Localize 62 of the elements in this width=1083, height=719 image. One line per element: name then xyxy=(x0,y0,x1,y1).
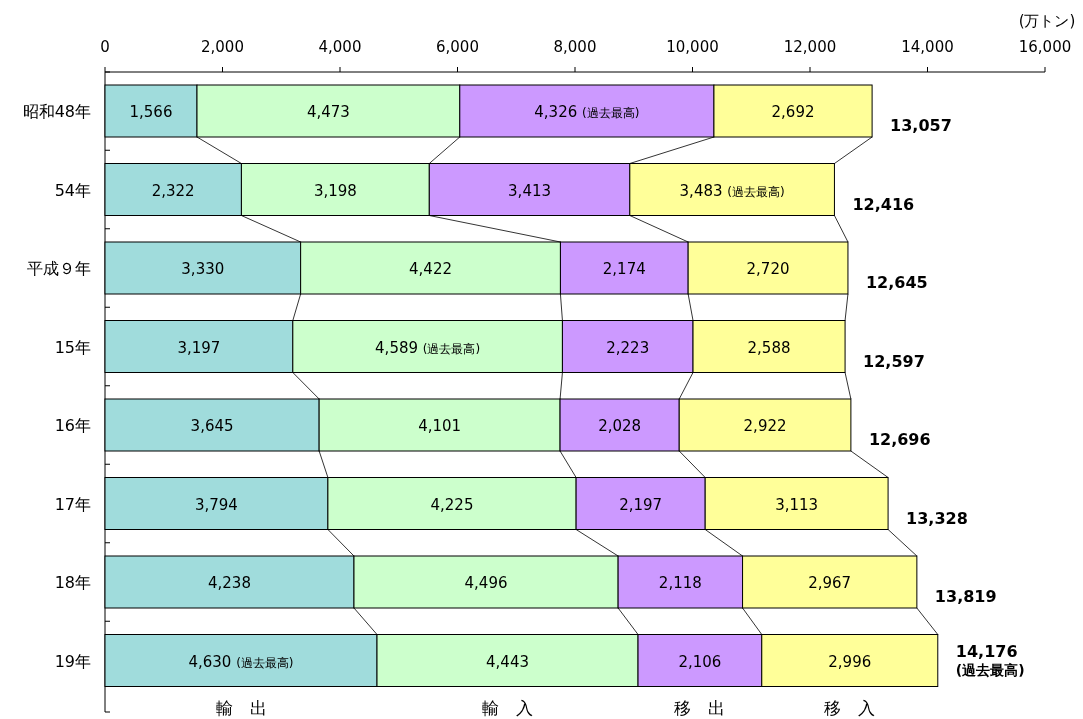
data-label: 2,720 xyxy=(746,260,790,278)
total-label: 14,176 (過去最高) xyxy=(955,641,1025,678)
total-label: 13,057 xyxy=(890,116,952,135)
series-label: 輸 入 xyxy=(482,698,534,718)
data-label: 2,106 xyxy=(678,652,722,671)
series-label: 移 入 xyxy=(824,698,876,718)
data-label: 4,225 xyxy=(430,495,474,514)
total-label: 12,696 xyxy=(868,430,931,449)
series-label: 輸 出 xyxy=(215,698,267,718)
data-label: 2,322 xyxy=(151,181,195,200)
data-label: 4,496 xyxy=(464,574,508,592)
data-label: 2,223 xyxy=(606,338,650,357)
x-tick-label: 12,000 xyxy=(783,38,837,56)
series-label: 移 出 xyxy=(674,698,726,718)
data-label: 3,483 (過去最高) xyxy=(679,181,785,200)
total-label: 12,416 xyxy=(852,194,915,214)
y-tick-label: 18年 xyxy=(54,573,91,592)
total-label: 12,645 xyxy=(865,273,928,292)
total-label: 13,328 xyxy=(906,508,968,528)
data-label: 4,630 (過去最高) xyxy=(188,652,294,671)
data-label: 2,922 xyxy=(743,417,787,435)
data-label: 2,118 xyxy=(658,574,702,592)
data-label: 2,197 xyxy=(619,495,663,514)
data-label: 4,422 xyxy=(409,260,453,278)
data-label: 3,794 xyxy=(194,495,238,514)
data-label: 3,645 xyxy=(190,417,234,435)
data-label: 3,330 xyxy=(181,260,225,278)
data-label: 3,198 xyxy=(313,181,357,200)
x-tick-label: 4,000 xyxy=(318,38,362,56)
y-tick-label: 15年 xyxy=(54,337,91,357)
data-label: 4,101 xyxy=(418,417,462,435)
total-label: 13,819 xyxy=(934,587,997,606)
data-label: 3,413 xyxy=(508,181,552,200)
data-label: 4,473 xyxy=(306,103,350,121)
data-label: 2,996 xyxy=(828,652,872,671)
y-tick-label: 17年 xyxy=(54,494,91,514)
y-tick-label: 平成９年 xyxy=(27,259,91,278)
x-tick-label: 10,000 xyxy=(666,38,719,56)
x-axis-title: (万トン) xyxy=(1018,12,1076,30)
y-tick-label: 16年 xyxy=(54,416,91,435)
data-label: 2,967 xyxy=(808,574,852,592)
total-label: 12,597 xyxy=(863,351,925,371)
y-tick-label: 昭和48年 xyxy=(22,102,91,121)
y-tick-label: 54年 xyxy=(54,180,91,200)
data-label: 4,589 (過去最高) xyxy=(375,338,481,357)
x-tick-label: 2,000 xyxy=(201,38,244,56)
data-label: 4,443 xyxy=(486,652,529,671)
x-tick-label: 16,000 xyxy=(1018,38,1072,56)
x-tick-label: 0 xyxy=(100,38,110,56)
data-label: 2,692 xyxy=(771,103,815,121)
data-label: 2,588 xyxy=(747,338,791,357)
data-label: 1,566 xyxy=(129,103,173,121)
y-tick-label: 19年 xyxy=(54,651,91,671)
x-tick-label: 6,000 xyxy=(436,38,479,56)
data-label: 2,028 xyxy=(598,417,642,435)
data-label: 4,238 xyxy=(208,574,251,592)
data-label: 4,326 (過去最高) xyxy=(534,103,640,121)
x-tick-label: 14,000 xyxy=(901,38,954,56)
data-label: 2,174 xyxy=(602,260,646,278)
x-tick-label: 8,000 xyxy=(553,38,597,56)
data-label: 3,197 xyxy=(177,338,221,357)
data-label: 3,113 xyxy=(775,495,819,514)
